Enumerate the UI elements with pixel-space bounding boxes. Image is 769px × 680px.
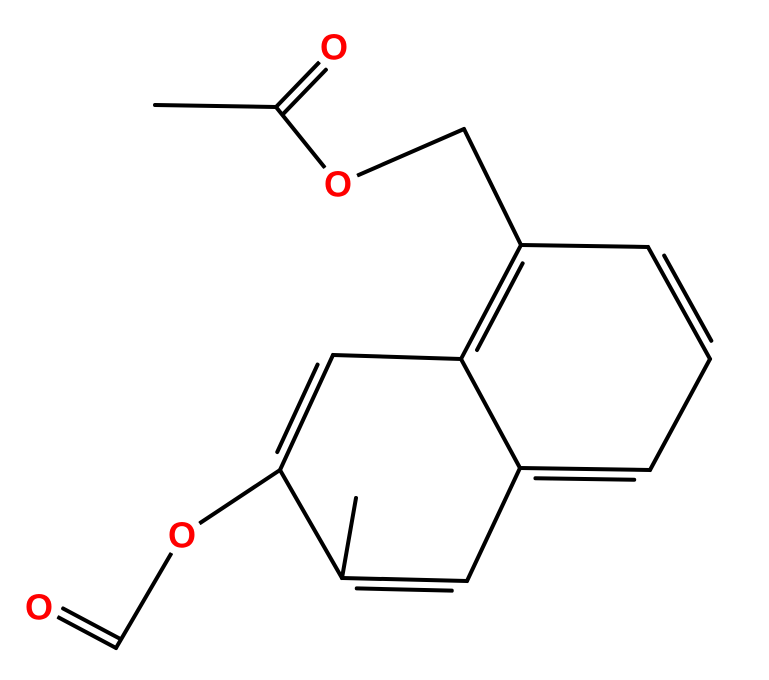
bond-9-inner (357, 588, 452, 590)
atom-label-o-0: O (320, 27, 348, 68)
bond-15-main (520, 468, 650, 470)
molecule-structure: O O O O (0, 0, 769, 680)
atom-label-o-1: O (324, 164, 352, 205)
atom-label-o-3: O (25, 587, 53, 628)
bond-15-inner (535, 478, 634, 480)
bond-12 (521, 245, 648, 247)
bond-1 (155, 105, 276, 107)
atom-label-o-2: O (168, 515, 196, 556)
